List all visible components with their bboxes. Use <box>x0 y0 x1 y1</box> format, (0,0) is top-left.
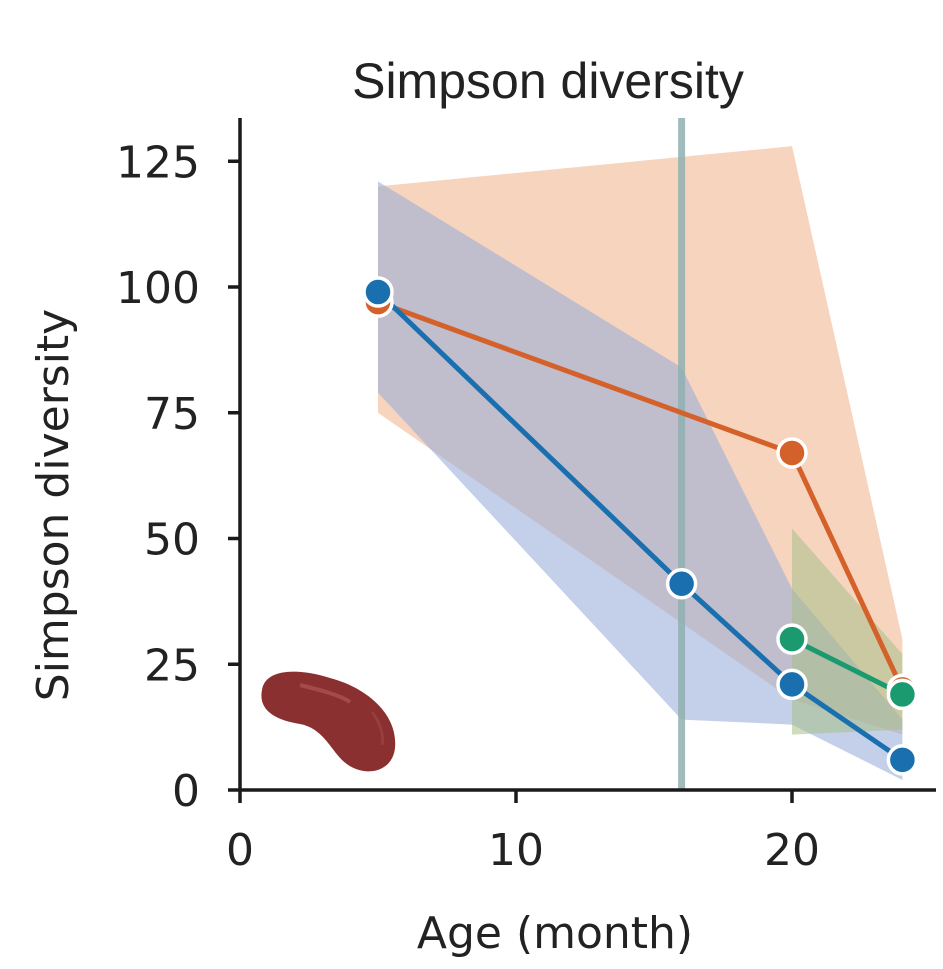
point-orange-1 <box>776 437 808 469</box>
y-tick-label-0: 0 <box>172 766 200 817</box>
point-blue-1 <box>665 568 698 600</box>
y-tick-label-125: 125 <box>116 137 200 188</box>
y-tick-label-75: 75 <box>144 389 200 440</box>
band-blue <box>378 181 903 780</box>
confidence-bands <box>378 146 903 780</box>
y-axis-ticks: 0 25 50 75 100 125 <box>116 137 240 817</box>
series-points <box>362 276 919 776</box>
y-tick-label-100: 100 <box>116 263 200 314</box>
y-tick-label-50: 50 <box>144 515 200 566</box>
point-green-1 <box>886 678 919 711</box>
kidney-icon <box>261 671 396 772</box>
line-green <box>790 636 904 697</box>
y-axis-label: Simpson diversity <box>28 309 79 701</box>
y-tick-label-25: 25 <box>144 640 200 691</box>
x-axis-label: Age (month) <box>417 908 693 959</box>
point-blue-0 <box>362 276 394 308</box>
x-axis-ticks: 0 10 20 <box>226 790 820 876</box>
chart-title: Simpson diversity <box>352 53 744 109</box>
point-blue-3 <box>886 744 919 776</box>
line-blue <box>376 290 904 762</box>
x-tick-label-0: 0 <box>226 825 254 876</box>
x-tick-label-20: 20 <box>764 825 820 876</box>
x-tick-label-10: 10 <box>488 825 544 876</box>
point-blue-2 <box>776 668 808 701</box>
point-green-0 <box>776 623 808 655</box>
